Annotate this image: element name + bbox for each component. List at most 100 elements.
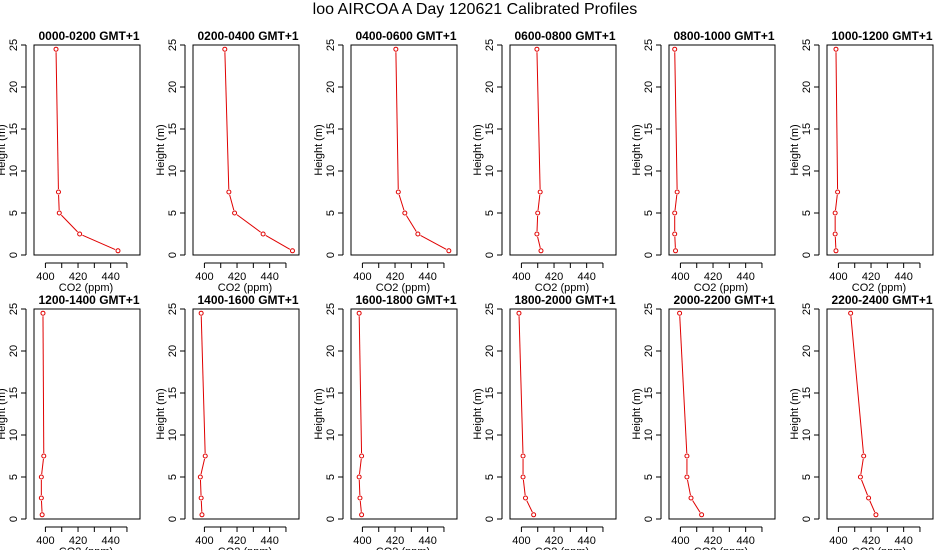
profile-line-segment	[869, 500, 876, 513]
x-tick-label: 440	[101, 535, 119, 547]
y-tick-label: 15	[484, 387, 496, 399]
x-axis-label: CO2 (ppm)	[376, 282, 430, 294]
panel-title: 0800-1000 GMT+1	[673, 29, 774, 43]
panel-title: 1400-1600 GMT+1	[197, 293, 298, 307]
y-tick-label: 5	[484, 474, 496, 480]
y-tick-label: 5	[484, 210, 496, 216]
profile-line-segment	[536, 215, 539, 232]
profile-line-segment	[224, 52, 230, 190]
data-point	[672, 210, 678, 216]
x-tick-label: 400	[36, 271, 54, 283]
profile-line-segment	[405, 215, 417, 232]
y-tick-label: 25	[801, 303, 813, 315]
x-tick-label: 440	[260, 271, 278, 283]
y-tick-label: 15	[8, 387, 20, 399]
x-tick-label: 440	[736, 271, 754, 283]
y-tick-label: 20	[643, 81, 655, 93]
y-tick-label: 20	[167, 345, 179, 357]
profile-line-segment	[358, 316, 363, 454]
panel-title: 2200-2400 GMT+1	[831, 293, 932, 307]
y-tick-label: 20	[325, 81, 337, 93]
profile-line-segment	[200, 500, 203, 512]
x-axis-label: CO2 (ppm)	[852, 282, 906, 294]
plot-frame	[33, 308, 141, 520]
profile-line-segment	[674, 52, 678, 190]
x-tick-label: 400	[36, 535, 54, 547]
x-tick-label: 420	[386, 535, 404, 547]
data-point	[40, 310, 46, 316]
profile-line-segment	[674, 236, 676, 248]
panel-title: 1800-2000 GMT+1	[514, 293, 615, 307]
panel-title: 1000-1200 GMT+1	[831, 29, 932, 43]
x-tick-label: 420	[704, 535, 722, 547]
y-axis-label: Height (m)	[0, 388, 8, 439]
x-tick-label: 440	[418, 535, 436, 547]
profile-line-segment	[692, 500, 701, 513]
x-tick-label: 420	[545, 271, 563, 283]
y-axis-label: Height (m)	[155, 124, 167, 175]
x-tick-label: 440	[418, 271, 436, 283]
y-tick-label: 20	[167, 81, 179, 93]
y-tick-label: 25	[801, 39, 813, 51]
y-tick-label: 15	[8, 123, 20, 135]
x-tick-label: 420	[69, 535, 87, 547]
profile-line-segment	[835, 52, 839, 190]
profile-line-segment	[359, 458, 362, 475]
panel-title: 0200-0400 GMT+1	[197, 29, 298, 43]
data-point	[688, 495, 694, 501]
y-tick-label: 5	[325, 474, 337, 480]
data-point	[226, 189, 232, 195]
data-point	[861, 453, 867, 459]
plot-frame	[350, 308, 458, 520]
plot-frame	[192, 44, 300, 256]
y-tick-label: 10	[8, 429, 20, 441]
y-tick-label: 25	[167, 303, 179, 315]
profile-line-segment	[41, 458, 44, 475]
profile-line-segment	[522, 479, 526, 496]
x-tick-label: 400	[829, 271, 847, 283]
data-point	[395, 189, 401, 195]
profile-line-segment	[200, 316, 206, 454]
profile-line-segment	[58, 194, 60, 211]
data-point	[674, 189, 680, 195]
data-point	[53, 46, 59, 52]
y-axis-label: Height (m)	[472, 124, 484, 175]
x-tick-label: 440	[577, 535, 595, 547]
y-tick-label: 15	[325, 123, 337, 135]
y-tick-label: 15	[167, 387, 179, 399]
x-tick-label: 440	[101, 271, 119, 283]
y-tick-label: 20	[8, 81, 20, 93]
data-point	[56, 210, 62, 216]
profile-line-segment	[861, 479, 868, 496]
x-tick-label: 420	[704, 271, 722, 283]
x-tick-label: 400	[195, 535, 213, 547]
x-tick-label: 420	[228, 271, 246, 283]
x-tick-label: 440	[577, 271, 595, 283]
y-tick-label: 15	[643, 387, 655, 399]
y-tick-label: 10	[484, 165, 496, 177]
data-point	[684, 474, 690, 480]
data-point	[673, 248, 679, 254]
profile-line-segment	[358, 479, 361, 496]
plot-frame	[668, 44, 776, 256]
y-axis-label: Height (m)	[155, 388, 167, 439]
profile-line-segment	[860, 458, 864, 475]
data-point	[833, 46, 839, 52]
y-axis-label: Height (m)	[631, 124, 643, 175]
data-point	[38, 495, 44, 501]
panel-title: 0600-0800 GMT+1	[514, 29, 615, 43]
x-tick-label: 420	[862, 271, 880, 283]
y-tick-label: 10	[325, 429, 337, 441]
data-point	[873, 512, 879, 518]
y-tick-label: 20	[484, 81, 496, 93]
y-tick-label: 0	[801, 252, 813, 258]
x-axis-label: CO2 (ppm)	[59, 282, 113, 294]
x-tick-label: 400	[353, 535, 371, 547]
y-tick-label: 10	[8, 165, 20, 177]
